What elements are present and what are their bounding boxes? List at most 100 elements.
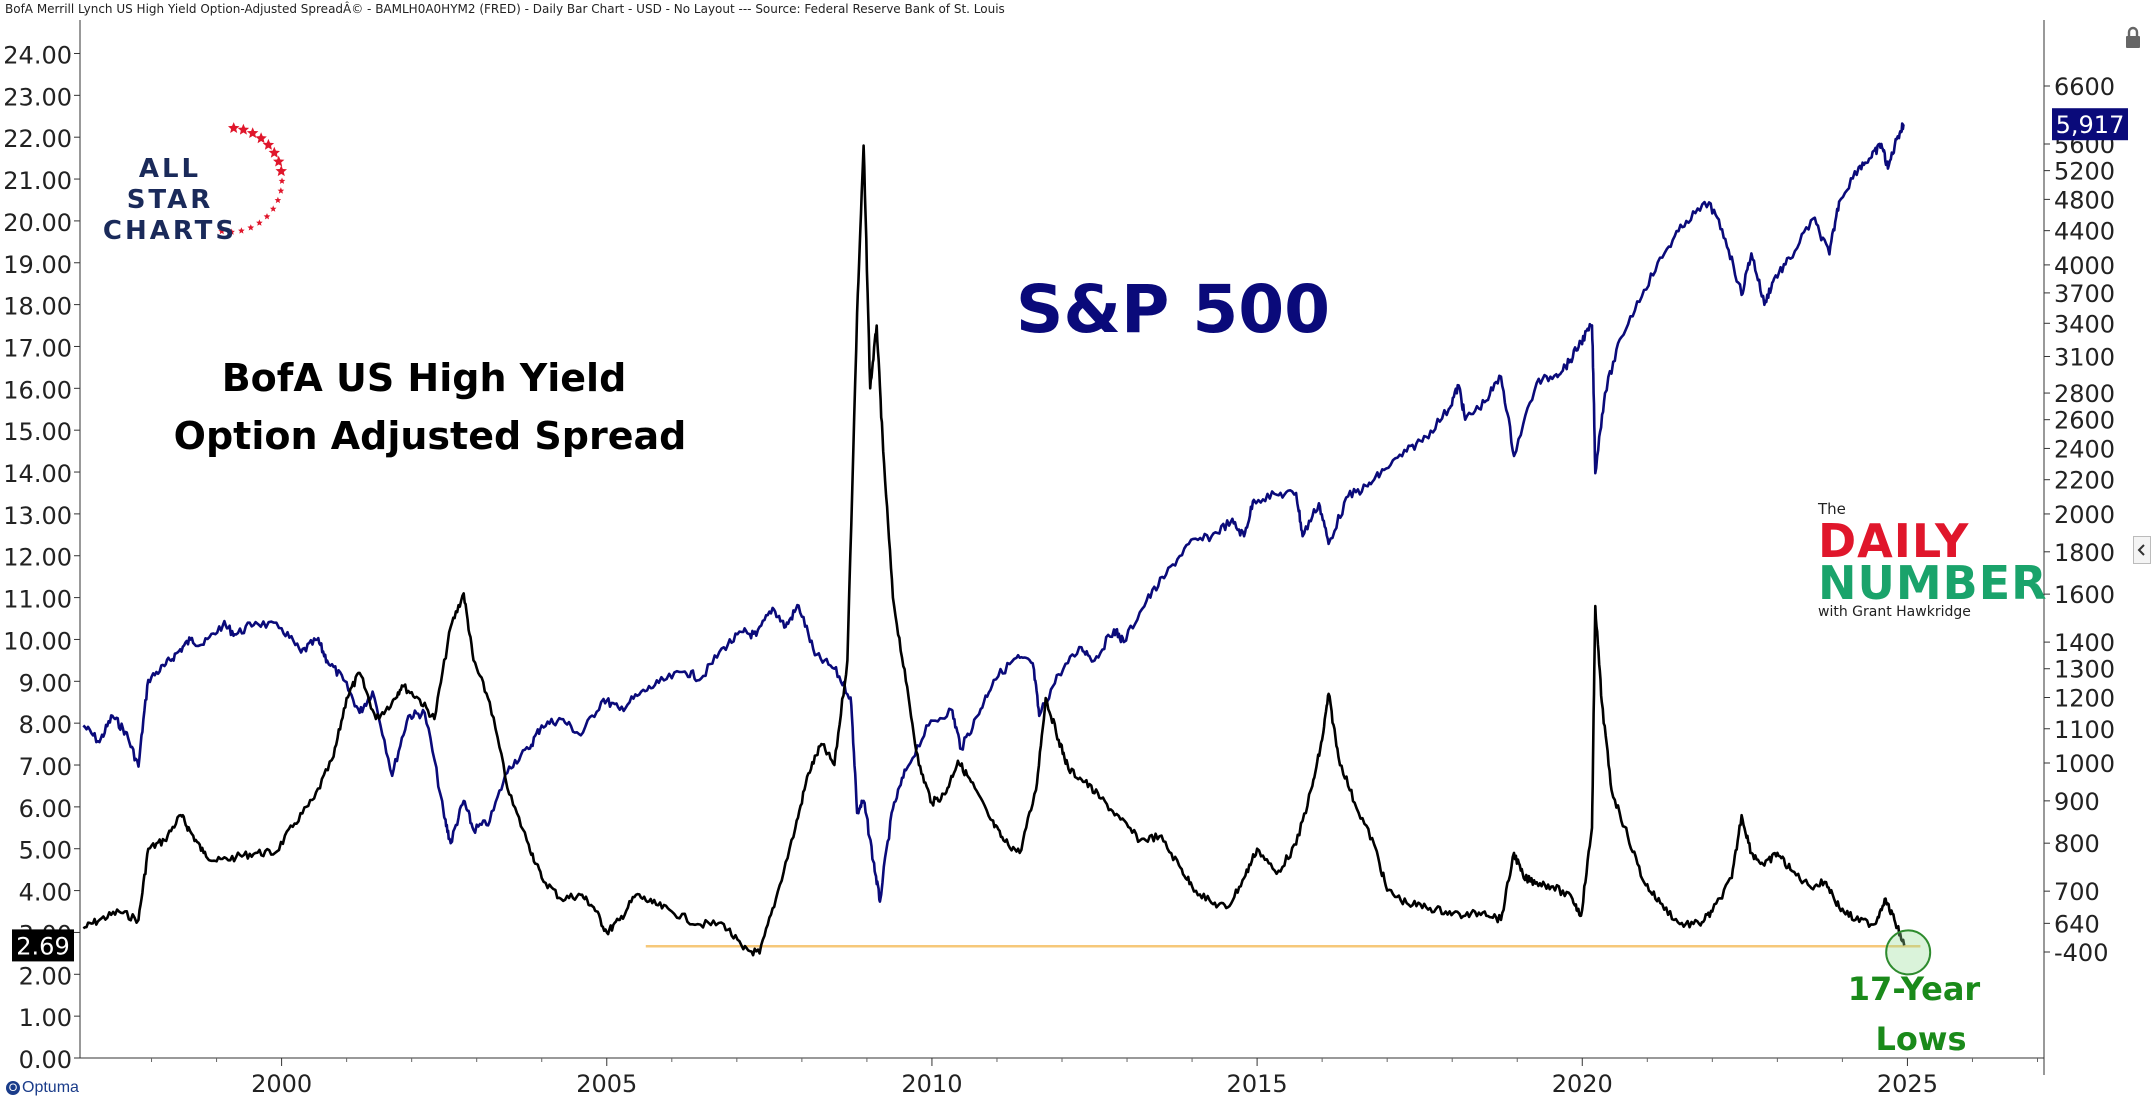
star-ring-icon xyxy=(218,122,287,235)
left-tick-label: 23.00 xyxy=(3,83,72,111)
spx-title: S&P 500 xyxy=(1016,271,1330,348)
allstar-logo-text: ALL STAR CHARTS xyxy=(90,154,250,247)
right-tick-label: 1000 xyxy=(2054,750,2115,778)
left-tick-label: 22.00 xyxy=(3,125,72,153)
right-last-value-label: 5,917 xyxy=(2056,111,2125,139)
right-tick-label: 1100 xyxy=(2054,716,2115,744)
optuma-text: Optuma xyxy=(22,1079,79,1096)
left-tick-label: 2.00 xyxy=(19,962,72,990)
chart-header-title: BofA Merrill Lynch US High Yield Option-… xyxy=(5,2,1005,16)
star-icon xyxy=(263,213,271,220)
x-tick-label: 2005 xyxy=(576,1070,637,1098)
optuma-logo: O Optuma xyxy=(6,1079,79,1097)
right-tick-label: 4400 xyxy=(2054,218,2115,246)
spread-title-line1: BofA US High Yield xyxy=(222,356,627,400)
star-icon xyxy=(274,196,282,204)
daily-number-with: with Grant Hawkridge xyxy=(1818,604,1971,620)
right-tick-label: 3700 xyxy=(2054,280,2115,308)
right-last-value-box xyxy=(2052,108,2128,141)
left-tick-label: 0.00 xyxy=(19,1046,72,1074)
right-tick-label: 4800 xyxy=(2054,186,2115,214)
star-icon xyxy=(277,187,285,194)
annotation-layer: S&P 500 BofA US High Yield Option Adjust… xyxy=(174,271,1981,1058)
star-icon xyxy=(238,227,245,234)
right-tick-label: 900 xyxy=(2054,788,2100,816)
right-tick-label: 1200 xyxy=(2054,684,2115,712)
allstar-charts-logo: ALL STAR CHARTS xyxy=(84,120,294,246)
optuma-mark-icon: O xyxy=(6,1080,20,1095)
left-tick-label: 15.00 xyxy=(3,418,72,446)
star-icon xyxy=(218,227,226,235)
left-tick-label: 13.00 xyxy=(3,502,72,530)
right-tick-label: 800 xyxy=(2054,830,2100,858)
left-tick-label: 14.00 xyxy=(3,460,72,488)
right-tick-label: 2000 xyxy=(2054,501,2115,529)
star-icon xyxy=(275,165,287,177)
allstar-line1: ALL STAR xyxy=(126,154,214,215)
left-tick-label: 12.00 xyxy=(3,544,72,572)
series-layer xyxy=(82,122,1932,976)
chevron-left-icon[interactable] xyxy=(2133,536,2151,564)
right-tick-label: 1600 xyxy=(2054,581,2115,609)
x-tick-label: 2025 xyxy=(1877,1070,1938,1098)
star-icon xyxy=(237,123,250,135)
right-tick-label: 700 xyxy=(2054,878,2100,906)
left-tick-label: 19.00 xyxy=(3,251,72,279)
left-tick-label: 21.00 xyxy=(3,167,72,195)
left-tick-label: 4.00 xyxy=(19,879,72,907)
right-tick-label: 2200 xyxy=(2054,467,2115,495)
left-tick-label: 6.00 xyxy=(19,795,72,823)
star-icon xyxy=(262,138,275,150)
daily-number-number: NUMBER xyxy=(1818,556,2048,610)
star-icon xyxy=(255,132,267,144)
star-icon xyxy=(256,219,263,226)
right-tick-label: 6600 xyxy=(2054,73,2115,101)
right-tick-label: 1800 xyxy=(2054,539,2115,567)
daily-number-daily: DAILY xyxy=(1818,514,1970,568)
right-tick-label: 4000 xyxy=(2054,252,2115,280)
star-icon xyxy=(246,127,259,138)
spread-title-line2: Option Adjusted Spread xyxy=(174,414,687,458)
right-tick-label: 1300 xyxy=(2054,656,2115,684)
x-tick-label: 2000 xyxy=(251,1070,312,1098)
x-tick-label: 2020 xyxy=(1552,1070,1613,1098)
left-tick-label: 9.00 xyxy=(19,669,72,697)
left-tick-label: 16.00 xyxy=(3,376,72,404)
right-tick-label: 640 xyxy=(2054,910,2100,938)
axes-layer: 0.001.002.003.004.005.006.007.008.009.00… xyxy=(3,20,2128,1098)
star-icon xyxy=(268,146,280,158)
star-icon xyxy=(269,205,277,212)
star-icon xyxy=(247,224,255,231)
left-tick-label: 1.00 xyxy=(19,1004,72,1032)
right-tick-label: 2800 xyxy=(2054,380,2115,408)
right-tick-label: -400 xyxy=(2054,939,2108,967)
lock-icon[interactable] xyxy=(2123,26,2143,50)
daily-number-the: The xyxy=(1818,500,1846,518)
left-tick-label: 5.00 xyxy=(19,837,72,865)
left-tick-label: 7.00 xyxy=(19,753,72,781)
daily-number-logo: The DAILY NUMBER with Grant Hawkridge xyxy=(1814,498,2054,628)
right-tick-label: 3100 xyxy=(2054,343,2115,371)
lows-line2: Lows xyxy=(1876,1020,1967,1058)
right-tick-label: 3400 xyxy=(2054,310,2115,338)
left-tick-label: 20.00 xyxy=(3,209,72,237)
star-icon xyxy=(228,122,240,133)
lows-line1: 17-Year xyxy=(1848,970,1981,1008)
star-icon xyxy=(278,177,286,184)
x-tick-label: 2015 xyxy=(1227,1070,1288,1098)
left-last-value-label: 2.69 xyxy=(16,932,69,960)
right-tick-label: 2400 xyxy=(2054,435,2115,463)
star-icon xyxy=(273,155,285,167)
left-tick-label: 10.00 xyxy=(3,627,72,655)
x-tick-label: 2010 xyxy=(901,1070,962,1098)
left-tick-label: 18.00 xyxy=(3,293,72,321)
left-tick-label: 11.00 xyxy=(3,586,72,614)
left-last-value-box xyxy=(12,929,74,962)
left-tick-label: 17.00 xyxy=(3,334,72,362)
spread-series-line xyxy=(82,144,1906,957)
low-highlight-circle xyxy=(1885,929,1932,976)
left-tick-label: 8.00 xyxy=(19,711,72,739)
right-tick-label: 5200 xyxy=(2054,158,2115,186)
